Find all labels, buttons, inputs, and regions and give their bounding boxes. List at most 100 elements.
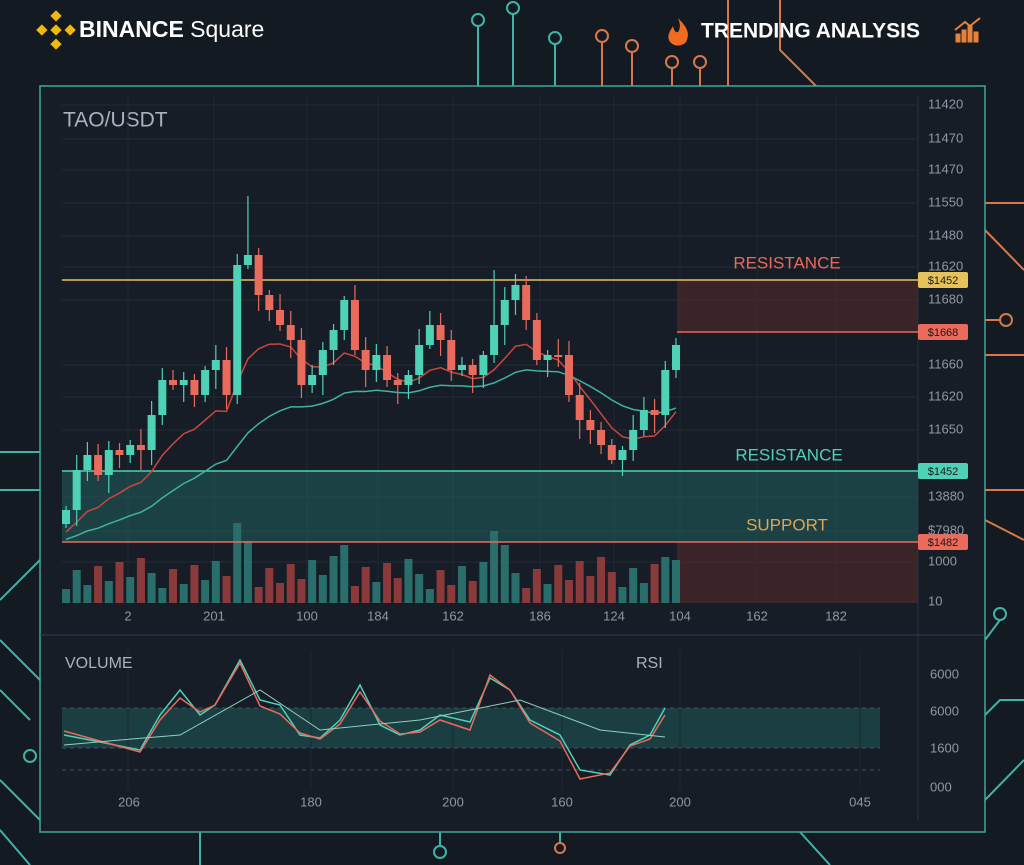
- rsi-line: [63, 661, 666, 780]
- y-axis-label: 11620: [928, 258, 963, 273]
- brand-name: BINANCE: [79, 16, 184, 42]
- circuit-node: [625, 39, 639, 53]
- volume-bar: [543, 584, 552, 603]
- x-axis-label: 184: [367, 608, 389, 623]
- volume-bar: [297, 579, 306, 603]
- candle-body: [564, 355, 573, 395]
- volume-bar: [276, 583, 285, 603]
- circuit-line: [984, 619, 1024, 801]
- x-axis-label: 162: [746, 608, 768, 623]
- candle-body: [308, 375, 317, 385]
- lower-y-label: 000: [930, 779, 952, 794]
- candle-body: [639, 410, 648, 430]
- price-tag-label: $1482: [928, 537, 959, 549]
- candle-body: [115, 450, 124, 455]
- price-tag-label: $1452: [928, 275, 959, 287]
- lower-y-label: 6000: [930, 666, 959, 681]
- volume-bar: [597, 557, 606, 603]
- volume-bar: [318, 575, 327, 603]
- candle-body: [543, 355, 552, 360]
- trend-icon: [954, 17, 981, 43]
- candle-body: [468, 365, 477, 375]
- candle-body: [490, 325, 499, 355]
- candle-body: [500, 300, 509, 325]
- icon-bar: [967, 25, 973, 43]
- volume-bar: [243, 541, 252, 603]
- price-tag-label: $1452: [928, 466, 959, 478]
- rsi-line: [63, 658, 666, 776]
- brand: BINANCE Square: [79, 16, 264, 42]
- volume-bar: [447, 585, 456, 603]
- x-axis-label: 124: [603, 608, 625, 623]
- volume-bar: [629, 568, 638, 603]
- moving-average: [65, 343, 677, 533]
- volume-bar: [211, 561, 220, 603]
- candle-body: [276, 310, 285, 325]
- x-axis-label: 182: [825, 608, 847, 623]
- y-axis-label: 1000: [928, 553, 957, 568]
- candle-body: [436, 325, 445, 340]
- candle-body: [425, 325, 434, 345]
- y-axis-label: 11650: [928, 421, 963, 436]
- candle-body: [597, 430, 606, 445]
- product-name: Square: [190, 16, 264, 42]
- volume-bar: [350, 586, 359, 603]
- volume-bar: [265, 568, 274, 603]
- icon-bar: [955, 33, 961, 43]
- candle-body: [329, 330, 338, 350]
- circuit-node: [693, 55, 707, 69]
- candle-body: [575, 395, 584, 420]
- y-axis-label: 11680: [928, 291, 963, 306]
- volume-bar: [104, 581, 113, 603]
- volume-bar: [672, 560, 680, 603]
- volume-bar: [607, 572, 616, 603]
- badge: TRENDING ANALYSIS: [701, 20, 920, 43]
- price-tag: [918, 463, 968, 479]
- y-axis-label: 13880: [928, 488, 964, 503]
- volume-bar: [554, 565, 563, 603]
- circuit-node: [471, 13, 485, 27]
- lower-x-label: 200: [669, 794, 691, 809]
- resistance-zone: [677, 280, 918, 332]
- volume-bar: [308, 560, 317, 603]
- candle-body: [169, 380, 178, 385]
- candle-body: [415, 345, 424, 375]
- flame-icon: [668, 18, 688, 46]
- candle-body: [147, 415, 156, 450]
- icon-arrow: [954, 17, 981, 31]
- candle-body: [361, 350, 370, 370]
- circuit-node: [506, 1, 520, 15]
- candle-body: [618, 450, 627, 460]
- lower-x-label: 180: [300, 794, 322, 809]
- circuit-line: [984, 202, 1024, 541]
- support-band: [62, 471, 918, 542]
- candle-body: [126, 445, 135, 455]
- y-axis-label: 11550: [928, 194, 963, 209]
- candle-body: [672, 345, 680, 370]
- candle-body: [94, 455, 103, 475]
- volume-bar: [532, 569, 541, 603]
- volume-bar: [661, 557, 670, 603]
- zone-label: RESISTANCE: [733, 253, 840, 272]
- circuit-node: [665, 55, 679, 69]
- circuit-node: [23, 749, 37, 763]
- volume-bar: [511, 573, 520, 603]
- candle-body: [243, 255, 252, 265]
- candle-body: [404, 375, 413, 385]
- candle-body: [661, 370, 670, 415]
- candle-body: [72, 470, 81, 510]
- lower-x-label: 160: [551, 794, 573, 809]
- candle-body: [372, 355, 381, 370]
- logo-part: [36, 24, 48, 36]
- x-axis-label: 100: [296, 608, 318, 623]
- volume-bar: [436, 570, 445, 603]
- zone-label: RESISTANCE: [735, 445, 842, 464]
- candle-body: [265, 295, 274, 310]
- circuit-node: [554, 842, 566, 854]
- y-axis-label: 10: [928, 593, 942, 608]
- candle-body: [522, 285, 531, 320]
- circuit-node: [595, 29, 609, 43]
- circuit-line: [0, 451, 41, 865]
